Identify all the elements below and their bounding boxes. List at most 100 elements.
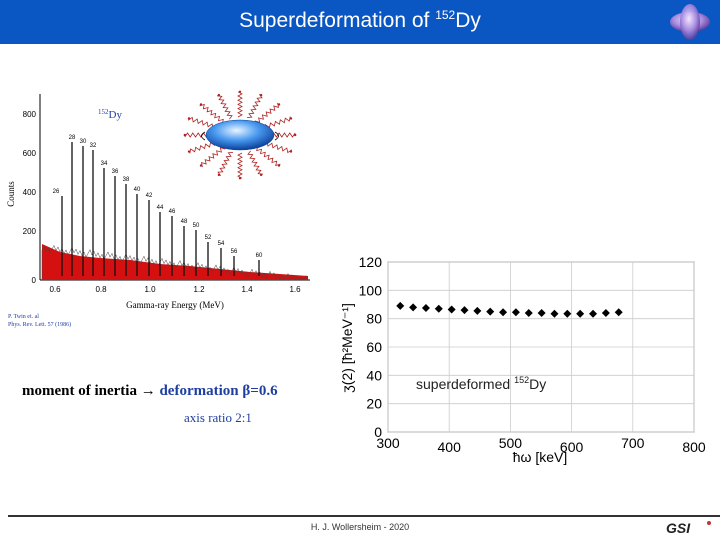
reference-line-2: Phys. Rev. Lett. 57 (1986) [8, 321, 71, 328]
slide-title: Superdeformation of 152Dy [239, 8, 481, 32]
chart-ytick: 120 [359, 254, 383, 270]
spin-label: 46 [169, 209, 176, 215]
spectrum-ytick: 200 [23, 227, 37, 236]
spin-label: 32 [90, 143, 97, 149]
chart-grid [387, 261, 695, 433]
chart-ytick: 0 [374, 424, 382, 440]
spin-label: 38 [123, 177, 130, 183]
data-point [511, 308, 520, 317]
gamma-ray [237, 152, 243, 179]
data-point [421, 304, 430, 313]
spin-label: 54 [218, 241, 225, 247]
footer-divider [8, 515, 720, 517]
gamma-ray-tip [289, 117, 293, 120]
chart-xtick: 700 [621, 435, 645, 451]
gamma-ray [237, 91, 243, 118]
spin-label: 26 [53, 189, 60, 195]
data-point [563, 309, 572, 318]
gamma-ray [247, 150, 264, 175]
data-point [473, 306, 482, 315]
gamma-ray [199, 103, 224, 124]
data-point [409, 303, 418, 312]
spectrum-xtick: 1.4 [241, 285, 253, 294]
spectrum-xlabel: Gamma-ray Energy (MeV) [126, 300, 224, 310]
svg-text:GSI: GSI [666, 520, 691, 536]
gsi-logo: GSI [666, 520, 711, 536]
data-point [589, 309, 598, 318]
data-point [396, 301, 405, 310]
spin-label: 42 [146, 193, 153, 199]
gamma-ray-tip [199, 164, 203, 167]
gamma-ray-tip [217, 93, 221, 97]
spin-label: 50 [193, 223, 200, 229]
spectrum-noise [41, 244, 309, 280]
gamma-ray-tip [259, 93, 263, 97]
moment-of-inertia-chart: 0 20 40 60 80 100 120 300 400 500 600 700 800 ʒ(2) … [339, 254, 706, 465]
data-point [434, 304, 443, 313]
rotating-nucleus-drawing [183, 90, 297, 180]
gamma-ray [246, 94, 263, 118]
spin-label: 28 [69, 135, 76, 141]
caption-axis-ratio: axis ratio 2:1 [184, 410, 252, 425]
gamma-ray [260, 116, 291, 130]
gamma-ray [254, 102, 280, 123]
data-point [537, 309, 546, 317]
gamma-ray-tip [238, 90, 242, 93]
data-point [550, 309, 559, 318]
title-bar [0, 0, 720, 44]
footer-author: H. J. Wollersheim - 2020 [310, 522, 410, 532]
gamma-ray-tip [183, 133, 186, 137]
gamma-ray-tip [238, 177, 242, 180]
data-point [524, 309, 533, 317]
spectrum-ytick: 600 [23, 149, 37, 158]
chart-ylabel: ʒ(2) [ħ²MeV⁻¹] [339, 303, 355, 393]
gamma-ray [217, 152, 234, 176]
spectrum-xtick: 0.6 [49, 285, 61, 294]
spectrum-ytick: 800 [23, 110, 37, 119]
spin-label: 56 [231, 249, 238, 255]
spin-label: 36 [112, 169, 119, 175]
spectrum-xtick: 1.2 [193, 285, 205, 294]
spin-label: 52 [205, 235, 212, 241]
spectrum-ytick: 0 [32, 276, 37, 285]
gamma-ray-tip [217, 173, 221, 177]
gamma-ray-tip [289, 150, 293, 153]
spectrum-background [42, 244, 308, 280]
gamma-ray-tip [294, 133, 297, 137]
gamma-ray-tip [199, 103, 203, 106]
spectrum-xtick: 0.8 [95, 285, 107, 294]
spectrum-xtick: 1.0 [144, 285, 156, 294]
spectrum-ylabel: Counts [6, 181, 16, 207]
chart-xtick: 500 [499, 435, 523, 451]
nucleus-label: 152Dy [98, 108, 122, 121]
spectrum-xtick: 1.6 [289, 285, 301, 294]
spin-label: 34 [101, 161, 108, 167]
chart-xtick: 400 [438, 439, 462, 455]
gamma-ray [189, 140, 220, 154]
gamma-ray-tip [259, 173, 263, 177]
spectrum-peaks [41, 142, 309, 280]
spin-label: 60 [256, 253, 263, 259]
chart-annotation: superdeformed 152Dy [416, 375, 546, 392]
data-point [614, 308, 623, 317]
gamma-ray [216, 95, 233, 120]
data-point [576, 309, 585, 318]
gamma-ray-tip [277, 164, 281, 167]
data-point [486, 307, 495, 316]
gamma-ray-tip [187, 150, 191, 153]
spin-label: 40 [134, 187, 141, 193]
chart-xtick: 600 [560, 439, 584, 455]
chart-ytick: 100 [359, 282, 383, 298]
superdeformed-nucleus-logo [670, 4, 710, 40]
chart-ytick: 60 [366, 339, 382, 355]
reference-line-1: P. Twin et. al [8, 314, 39, 320]
data-point [499, 308, 508, 317]
chart-xtick: 300 [376, 435, 400, 451]
chart-ytick: 40 [366, 367, 382, 383]
caption-moment-of-inertia: moment of inertia → deformation β=0.6 [22, 383, 278, 399]
chart-points [396, 301, 623, 318]
gamma-ray [200, 147, 226, 168]
data-point [460, 306, 469, 315]
gamma-spectrum-figure: 0 200 400 600 800 Counts 0.6 0.8 1.0 1.2… [6, 90, 310, 328]
